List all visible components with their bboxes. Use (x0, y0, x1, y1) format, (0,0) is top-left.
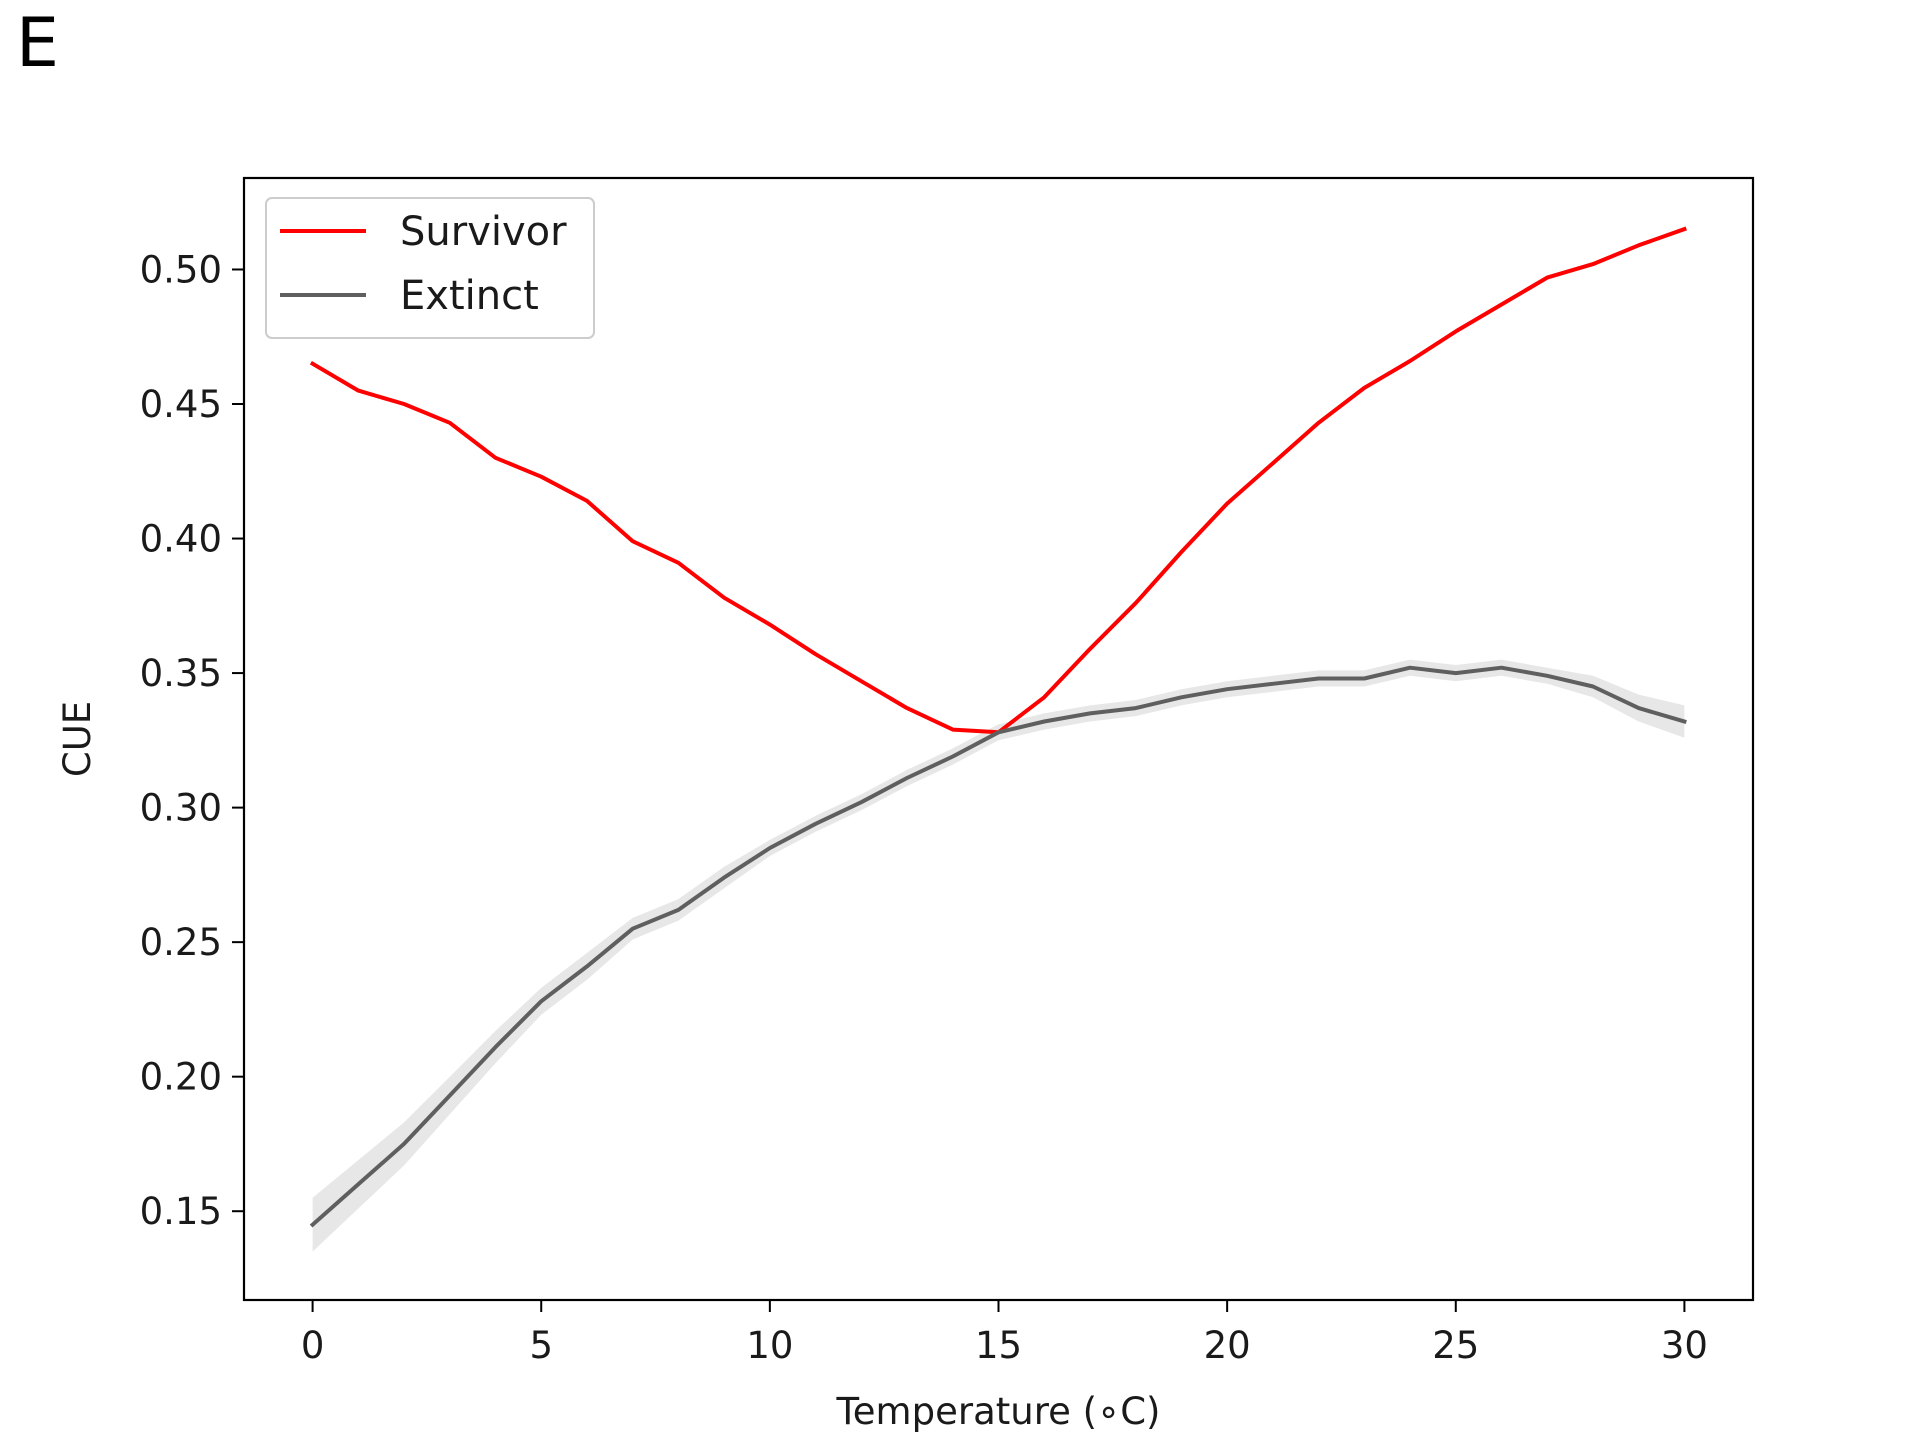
series-lines (309, 226, 1687, 1228)
extinct-line (309, 665, 1687, 1228)
x-tick-label: 20 (1204, 1324, 1251, 1367)
y-axis-ticks: 0.15 0.20 0.25 0.30 0.35 0.40 0.45 0.50 (140, 248, 244, 1233)
y-tick-label: 0.20 (140, 1056, 222, 1099)
y-tick-label: 0.25 (140, 921, 222, 964)
y-tick-label: 0.45 (140, 383, 222, 426)
x-tick-label: 0 (301, 1324, 325, 1367)
y-tick-label: 0.30 (140, 787, 222, 830)
y-tick-label: 0.15 (140, 1190, 222, 1233)
y-tick-label: 0.50 (140, 248, 222, 291)
legend-label-survivor: Survivor (400, 209, 567, 255)
extinct-confidence-band (312, 659, 1685, 1252)
plot-background (244, 178, 1753, 1300)
x-tick-label: 10 (746, 1324, 793, 1367)
plot-area (244, 178, 1753, 1300)
x-axis-label: Temperature (∘C) (835, 1390, 1160, 1433)
x-tick-label: 30 (1661, 1324, 1708, 1367)
panel-label: E (16, 4, 59, 83)
x-tick-label: 5 (529, 1324, 553, 1367)
x-axis-ticks: 0 5 10 15 20 25 30 (301, 1300, 1708, 1367)
legend: Survivor Extinct (265, 197, 595, 339)
confidence-bands (312, 659, 1685, 1252)
y-tick-label: 0.35 (140, 652, 222, 695)
legend-label-extinct: Extinct (400, 273, 539, 319)
x-tick-label: 15 (975, 1324, 1022, 1367)
y-tick-label: 0.40 (140, 518, 222, 561)
y-axis-label: CUE (56, 701, 99, 777)
x-tick-label: 25 (1432, 1324, 1479, 1367)
